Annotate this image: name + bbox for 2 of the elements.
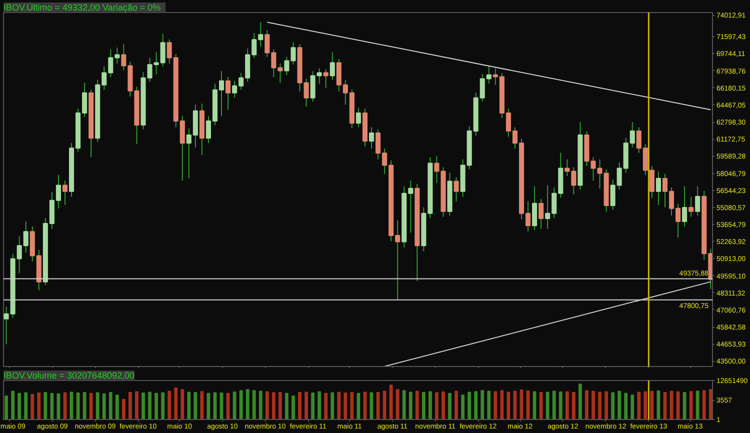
chart-title: IBOV.Volume = 30207648092,00	[4, 370, 135, 380]
chart-title: IBOV.Último = 49332,00 Variação = 0%	[4, 2, 161, 12]
